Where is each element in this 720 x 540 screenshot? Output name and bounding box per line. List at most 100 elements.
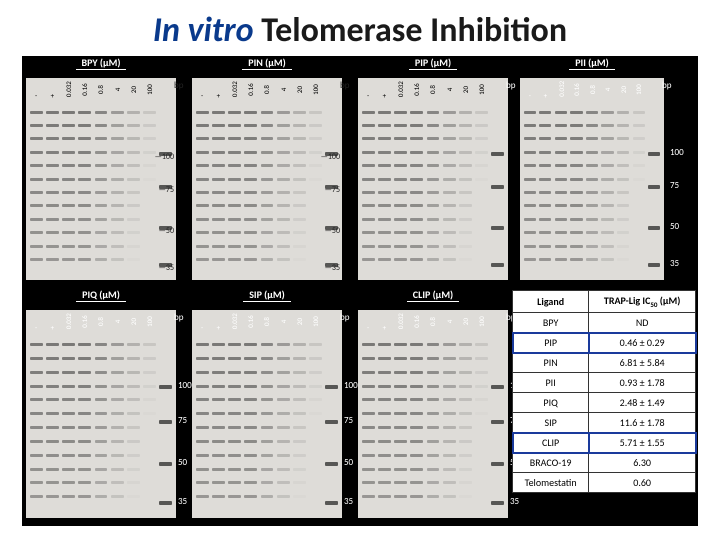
lane: 0.8 [93, 92, 108, 278]
lane: + [45, 324, 60, 516]
lane-label: 0.032 [396, 82, 405, 97]
lane [490, 92, 505, 278]
lane: 4 [110, 324, 125, 516]
lane-label: + [211, 323, 226, 332]
lane: + [211, 92, 226, 278]
lane-label: + [377, 91, 392, 100]
lane: + [538, 92, 553, 278]
table-cell: 0.60 [589, 473, 696, 493]
lane: 4 [442, 92, 457, 278]
lane: 20 [126, 92, 141, 278]
lane: - [523, 92, 538, 278]
lane-label: 4 [113, 314, 122, 329]
table-cell: 0.93 ± 1.78 [589, 373, 696, 393]
lane-label: 20 [461, 82, 470, 97]
marker-label-outer: 35 [344, 496, 353, 507]
table-cell: BPY [513, 313, 589, 333]
bp-label: bp [340, 80, 349, 91]
table-cell: 2.48 ± 1.49 [589, 393, 696, 413]
table-cell: 0.46 ± 0.29 [589, 333, 696, 353]
lane: - [29, 324, 44, 516]
lane: - [361, 92, 376, 278]
gel-panel: -+0.0320.160.8420100—100—75—50—35 [26, 78, 176, 280]
lane: 0.16 [409, 324, 424, 516]
lane: 0.16 [77, 324, 92, 516]
gel-panel: -+0.0320.160.8420100 [520, 78, 664, 280]
results-table: Ligand TRAP-Lig IC50 (µM) BPYNDPIP0.46 ±… [512, 290, 696, 493]
lane: 0.16 [77, 92, 92, 278]
lane: 4 [442, 324, 457, 516]
lane [158, 324, 173, 516]
lane: 0.032 [393, 92, 408, 278]
table-row: PIN6.81 ± 5.84 [513, 353, 696, 373]
lane: 20 [126, 324, 141, 516]
table-cell: PII [513, 373, 589, 393]
lane-label: 0.032 [64, 82, 73, 97]
lane: - [29, 92, 44, 278]
gel-title: PIN (µM) [192, 56, 342, 69]
lane: 0.16 [243, 324, 258, 516]
table-cell: Telomestatin [513, 473, 589, 493]
lane-label: 20 [129, 82, 138, 97]
bp-label: bp [662, 80, 671, 91]
marker-label: —35 [159, 263, 174, 273]
gel-title: BPY (µM) [26, 56, 176, 69]
lane: + [211, 324, 226, 516]
lane-label: + [377, 323, 392, 332]
bp-label: bp [340, 312, 349, 323]
lane-label: 4 [113, 82, 122, 97]
gel-panel: -+0.0320.160.8420100 [358, 310, 508, 518]
lane: 100 [142, 324, 157, 516]
table-cell: ND [589, 313, 696, 333]
lane-label: 0.8 [262, 82, 271, 97]
gel-title: CLIP (µM) [358, 288, 508, 301]
table-cell: 11.6 ± 1.78 [589, 413, 696, 433]
lane-label: 4 [445, 82, 454, 97]
lane-label: 0.032 [64, 314, 73, 329]
lane: 0.16 [243, 92, 258, 278]
lane: 0.8 [585, 92, 600, 278]
lane-label: 4 [603, 82, 612, 97]
lane: 20 [292, 324, 307, 516]
marker-label-outer: 75 [670, 180, 679, 191]
lane [647, 92, 662, 278]
table-cell: PIP [513, 333, 589, 353]
table-row: PIP0.46 ± 0.29 [513, 333, 696, 353]
lane-label: - [29, 323, 44, 332]
table-body: BPYNDPIP0.46 ± 0.29PIN6.81 ± 5.84PII0.93… [513, 313, 696, 493]
lane-label: - [523, 91, 538, 100]
marker-label-outer: 50 [344, 457, 353, 468]
lane-label: 0.16 [246, 314, 255, 329]
lane-label: 100 [311, 82, 320, 97]
table-cell: CLIP [513, 433, 589, 453]
table-row: Telomestatin0.60 [513, 473, 696, 493]
figure-area: -+0.0320.160.8420100—100—75—50—35BPY (µM… [22, 56, 698, 526]
lane: 20 [616, 92, 631, 278]
lane: 4 [276, 324, 291, 516]
title-italic: In vitro [153, 10, 254, 51]
lane: 100 [142, 92, 157, 278]
lane-label: 0.8 [588, 82, 597, 97]
gel-panel: -+0.0320.160.8420100 [26, 310, 176, 518]
lane-label: + [45, 323, 60, 332]
gel-panel: -+0.0320.160.8420100 [192, 310, 342, 518]
lane-label: 0.032 [230, 82, 239, 97]
marker-label: —50 [159, 226, 174, 236]
lane: 100 [631, 92, 646, 278]
gel-title: PIP (µM) [358, 56, 508, 69]
lane-label: + [538, 91, 553, 100]
marker-label-outer: 50 [670, 221, 679, 232]
lane: 100 [474, 92, 489, 278]
lane-label: 0.8 [428, 82, 437, 97]
lane-label: 0.16 [412, 314, 421, 329]
table-row: SIP11.6 ± 1.78 [513, 413, 696, 433]
lane: 0.032 [393, 324, 408, 516]
lane-label: - [195, 91, 210, 100]
lane-label: + [211, 91, 226, 100]
lane-label: 4 [279, 82, 288, 97]
table-row: BRACO-196.30 [513, 453, 696, 473]
lane-label: 20 [295, 82, 304, 97]
lane-label: 4 [445, 314, 454, 329]
lane-label: 0.8 [96, 314, 105, 329]
lane-label: 0.032 [396, 314, 405, 329]
